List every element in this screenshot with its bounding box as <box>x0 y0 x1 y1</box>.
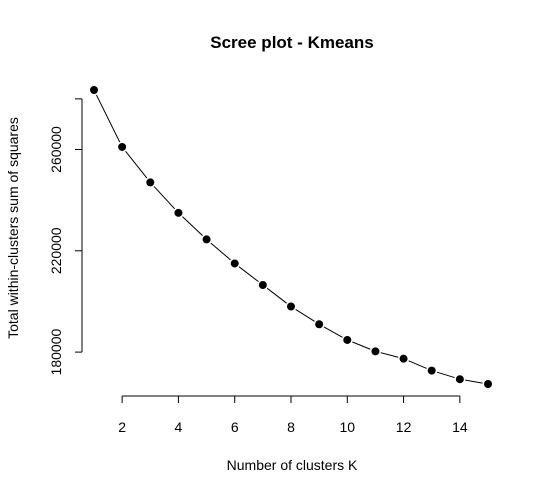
data-point <box>90 86 98 94</box>
data-point <box>230 259 239 268</box>
data-point <box>371 347 380 356</box>
y-axis-label: Total within-clusters sum of squares <box>5 117 21 339</box>
y-tick-label: 180000 <box>48 329 64 376</box>
data-point <box>146 178 155 187</box>
series-line-segment <box>380 352 399 358</box>
x-tick-label: 14 <box>452 419 468 435</box>
data-point <box>343 335 352 344</box>
series-line-segment <box>352 341 371 350</box>
data-point <box>484 380 492 388</box>
x-tick-label: 8 <box>287 419 295 435</box>
x-axis-label: Number of clusters K <box>227 457 358 473</box>
series-line-segment <box>238 266 259 283</box>
data-point <box>174 208 183 217</box>
x-tick-label: 10 <box>339 419 355 435</box>
x-tick-label: 6 <box>231 419 239 435</box>
data-point <box>258 280 267 289</box>
data-point <box>287 302 295 311</box>
x-tick-label: 4 <box>175 419 183 435</box>
y-tick-label: 260000 <box>48 126 64 173</box>
series-line-segment <box>266 287 287 304</box>
series-line-segment <box>210 242 231 261</box>
series-line-segment <box>408 360 427 369</box>
data-point <box>455 375 464 384</box>
x-tick-label: 12 <box>396 419 412 435</box>
axes: 2 4 6 8 10 12 14 180000 220000 260000 <box>48 98 468 435</box>
series-line-segment <box>295 309 315 322</box>
data-point <box>118 142 127 151</box>
chart-title: Scree plot - Kmeans <box>210 33 373 52</box>
series-line-segment <box>125 150 148 179</box>
series-line-segment <box>153 186 176 210</box>
data-point <box>427 366 436 375</box>
series-line-segment <box>323 326 343 338</box>
y-tick-label: 220000 <box>48 227 64 274</box>
data-series <box>90 86 492 388</box>
data-point <box>315 320 324 329</box>
x-tick-label: 2 <box>118 419 126 435</box>
series-line-segment <box>95 94 121 143</box>
series-line-segment <box>436 371 455 379</box>
series-line-segment <box>182 216 203 236</box>
data-point <box>202 235 211 244</box>
data-point <box>399 354 408 363</box>
series-line-segment <box>465 379 483 384</box>
